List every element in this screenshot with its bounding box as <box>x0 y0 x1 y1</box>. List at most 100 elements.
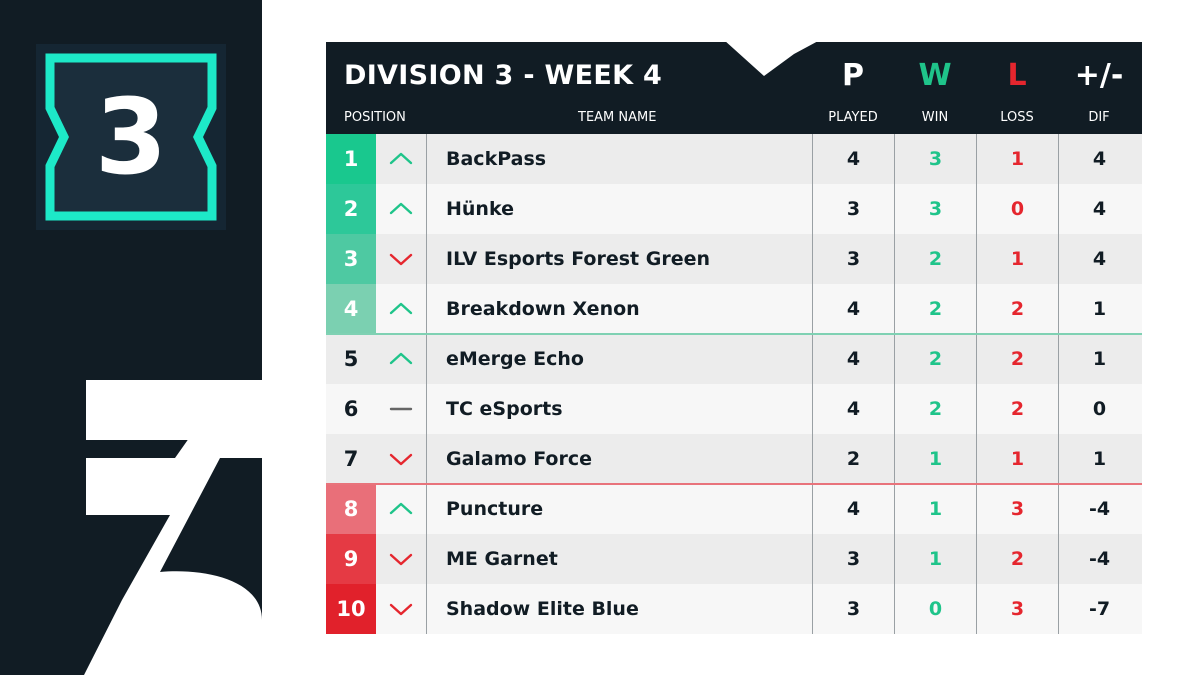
win-cell: 1 <box>894 534 976 584</box>
dif-cell: 4 <box>1058 184 1140 234</box>
win-header-label: WIN <box>921 110 949 125</box>
win-cell: 2 <box>894 334 976 384</box>
team-name: eMerge Echo <box>446 348 584 370</box>
played-cell: 3 <box>812 184 894 234</box>
arrow-down-icon <box>389 453 413 466</box>
no-change-icon <box>389 407 413 411</box>
team-name-header: TEAM NAME <box>578 110 657 125</box>
trend-cell <box>376 134 427 184</box>
team-name: TC eSports <box>446 398 563 420</box>
played-cell: 4 <box>812 484 894 534</box>
team-name: Puncture <box>446 498 544 520</box>
team-name: Hünke <box>446 198 514 220</box>
promotion-divider <box>326 333 1142 335</box>
dif-cell: 1 <box>1058 284 1140 334</box>
team-name: ME Garnet <box>446 548 558 570</box>
table-row: 9 ME Garnet 3 1 2 -4 <box>326 534 1142 584</box>
arrow-down-icon <box>389 603 413 616</box>
table-row: 10 Shadow Elite Blue 3 0 3 -7 <box>326 584 1142 634</box>
arrow-up-icon <box>389 152 413 165</box>
played-cell: 3 <box>812 584 894 634</box>
trend-cell <box>376 284 427 334</box>
position-cell: 8 <box>326 484 376 534</box>
table-title: DIVISION 3 - WEEK 4 <box>344 60 663 91</box>
team-name: BackPass <box>446 148 547 170</box>
win-cell: 2 <box>894 384 976 434</box>
position-cell: 9 <box>326 534 376 584</box>
played-cell: 4 <box>812 134 894 184</box>
win-cell: 2 <box>894 234 976 284</box>
loss-cell: 2 <box>976 384 1058 434</box>
dif-cell: -4 <box>1058 534 1140 584</box>
trend-cell <box>376 484 427 534</box>
table-row: 6 TC eSports 4 2 2 0 <box>326 384 1142 434</box>
relegation-divider <box>326 483 1142 485</box>
header-notch <box>724 40 820 76</box>
table-row: 5 eMerge Echo 4 2 2 1 <box>326 334 1142 384</box>
team-name: Shadow Elite Blue <box>446 598 639 620</box>
trend-cell <box>376 234 427 284</box>
badge-frame <box>36 44 226 230</box>
played-cell: 3 <box>812 534 894 584</box>
trend-cell <box>376 184 427 234</box>
loss-cell: 3 <box>976 584 1058 634</box>
trend-cell <box>376 434 427 484</box>
win-cell: 1 <box>894 484 976 534</box>
win-header-key: W <box>918 58 952 93</box>
win-cell: 1 <box>894 434 976 484</box>
position-cell: 3 <box>326 234 376 284</box>
table-row: 1 BackPass 4 3 1 4 <box>326 134 1142 184</box>
standings-table: DIVISION 3 - WEEK 4 POSITION TEAM NAME P… <box>326 40 1142 634</box>
played-header-key: P <box>842 58 864 93</box>
dif-cell: -7 <box>1058 584 1140 634</box>
played-cell: 3 <box>812 234 894 284</box>
dif-cell: 4 <box>1058 234 1140 284</box>
trend-cell <box>376 584 427 634</box>
played-header-label: PLAYED <box>828 110 878 125</box>
loss-cell: 1 <box>976 234 1058 284</box>
position-cell: 4 <box>326 284 376 334</box>
trend-cell <box>376 384 427 434</box>
position-cell: 7 <box>343 447 359 471</box>
arrow-up-icon <box>389 302 413 315</box>
team-name: Galamo Force <box>446 448 592 470</box>
loss-cell: 2 <box>976 284 1058 334</box>
played-cell: 4 <box>812 384 894 434</box>
table-row: 7 Galamo Force 2 1 1 1 <box>326 434 1142 484</box>
position-header: POSITION <box>344 110 406 125</box>
played-cell: 4 <box>812 334 894 384</box>
table-row: 3 ILV Esports Forest Green 3 2 1 4 <box>326 234 1142 284</box>
badge-number: 3 <box>94 76 168 198</box>
dif-cell: 4 <box>1058 134 1140 184</box>
loss-cell: 2 <box>976 534 1058 584</box>
table-row: 2 Hünke 3 3 0 4 <box>326 184 1142 234</box>
loss-cell: 2 <box>976 334 1058 384</box>
position-cell: 6 <box>343 397 359 421</box>
win-cell: 3 <box>894 184 976 234</box>
win-cell: 2 <box>894 284 976 334</box>
trend-cell <box>376 334 427 384</box>
team-name: ILV Esports Forest Green <box>446 248 710 270</box>
position-cell: 2 <box>326 184 376 234</box>
team-name: Breakdown Xenon <box>446 298 640 320</box>
position-cell: 5 <box>343 347 359 371</box>
division-3-graphic <box>84 380 262 675</box>
table-row: 4 Breakdown Xenon 4 2 2 1 <box>326 284 1142 334</box>
loss-cell: 3 <box>976 484 1058 534</box>
table-row: 8 Puncture 4 1 3 -4 <box>326 484 1142 534</box>
win-cell: 0 <box>894 584 976 634</box>
dif-cell: 0 <box>1058 384 1140 434</box>
dif-header-label: DIF <box>1088 110 1110 125</box>
arrow-up-icon <box>389 352 413 365</box>
loss-cell: 1 <box>976 434 1058 484</box>
trend-cell <box>376 534 427 584</box>
loss-header-label: LOSS <box>1000 110 1034 125</box>
loss-header-key: L <box>1007 58 1027 93</box>
arrow-down-icon <box>389 253 413 266</box>
dif-cell: 1 <box>1058 334 1140 384</box>
dif-cell: 1 <box>1058 434 1140 484</box>
position-cell: 10 <box>326 584 376 634</box>
arrow-up-icon <box>389 202 413 215</box>
played-cell: 2 <box>812 434 894 484</box>
loss-cell: 1 <box>976 134 1058 184</box>
